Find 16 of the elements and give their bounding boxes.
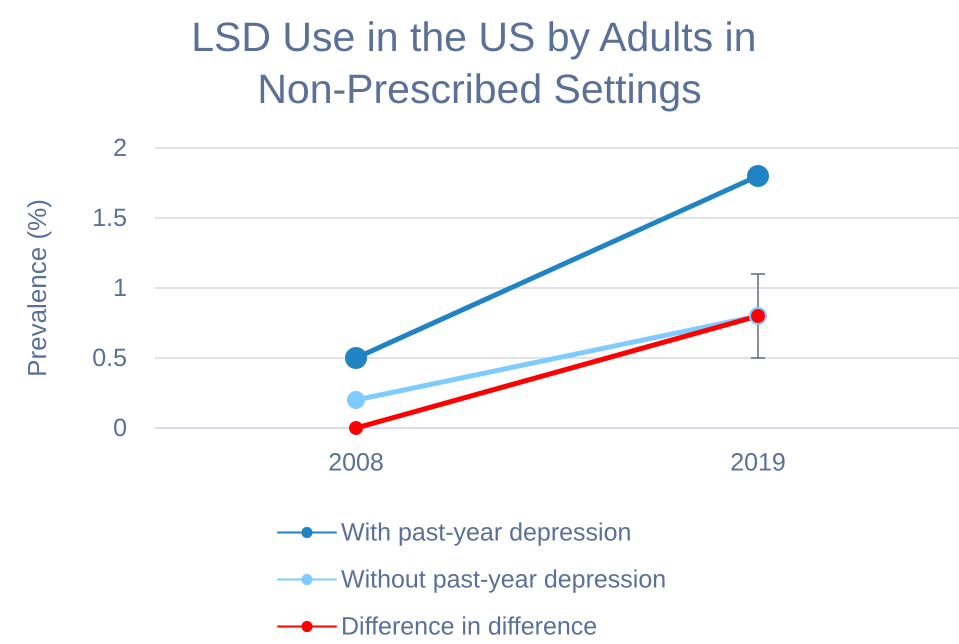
point	[349, 421, 363, 435]
legend-label: With past-year depression	[341, 518, 632, 546]
y-tick-label: 0.5	[92, 344, 127, 372]
y-tick-label: 1	[113, 274, 127, 302]
point	[747, 165, 769, 187]
y-tick-label: 1.5	[92, 204, 127, 232]
x-tick-label: 2019	[730, 448, 786, 476]
y-tick-label: 0	[113, 414, 127, 442]
point	[345, 347, 367, 369]
chart-title: LSD Use in the US by Adults in Non-Prescribed Settings	[191, 14, 768, 112]
point	[347, 391, 365, 409]
x-tick-label: 2008	[328, 448, 384, 476]
legend-label: Without past-year depression	[341, 566, 666, 594]
y-axis-title: Prevalence (%)	[22, 199, 52, 377]
legend-label: Difference in difference	[341, 612, 598, 640]
y-tick-label: 2	[113, 134, 127, 162]
